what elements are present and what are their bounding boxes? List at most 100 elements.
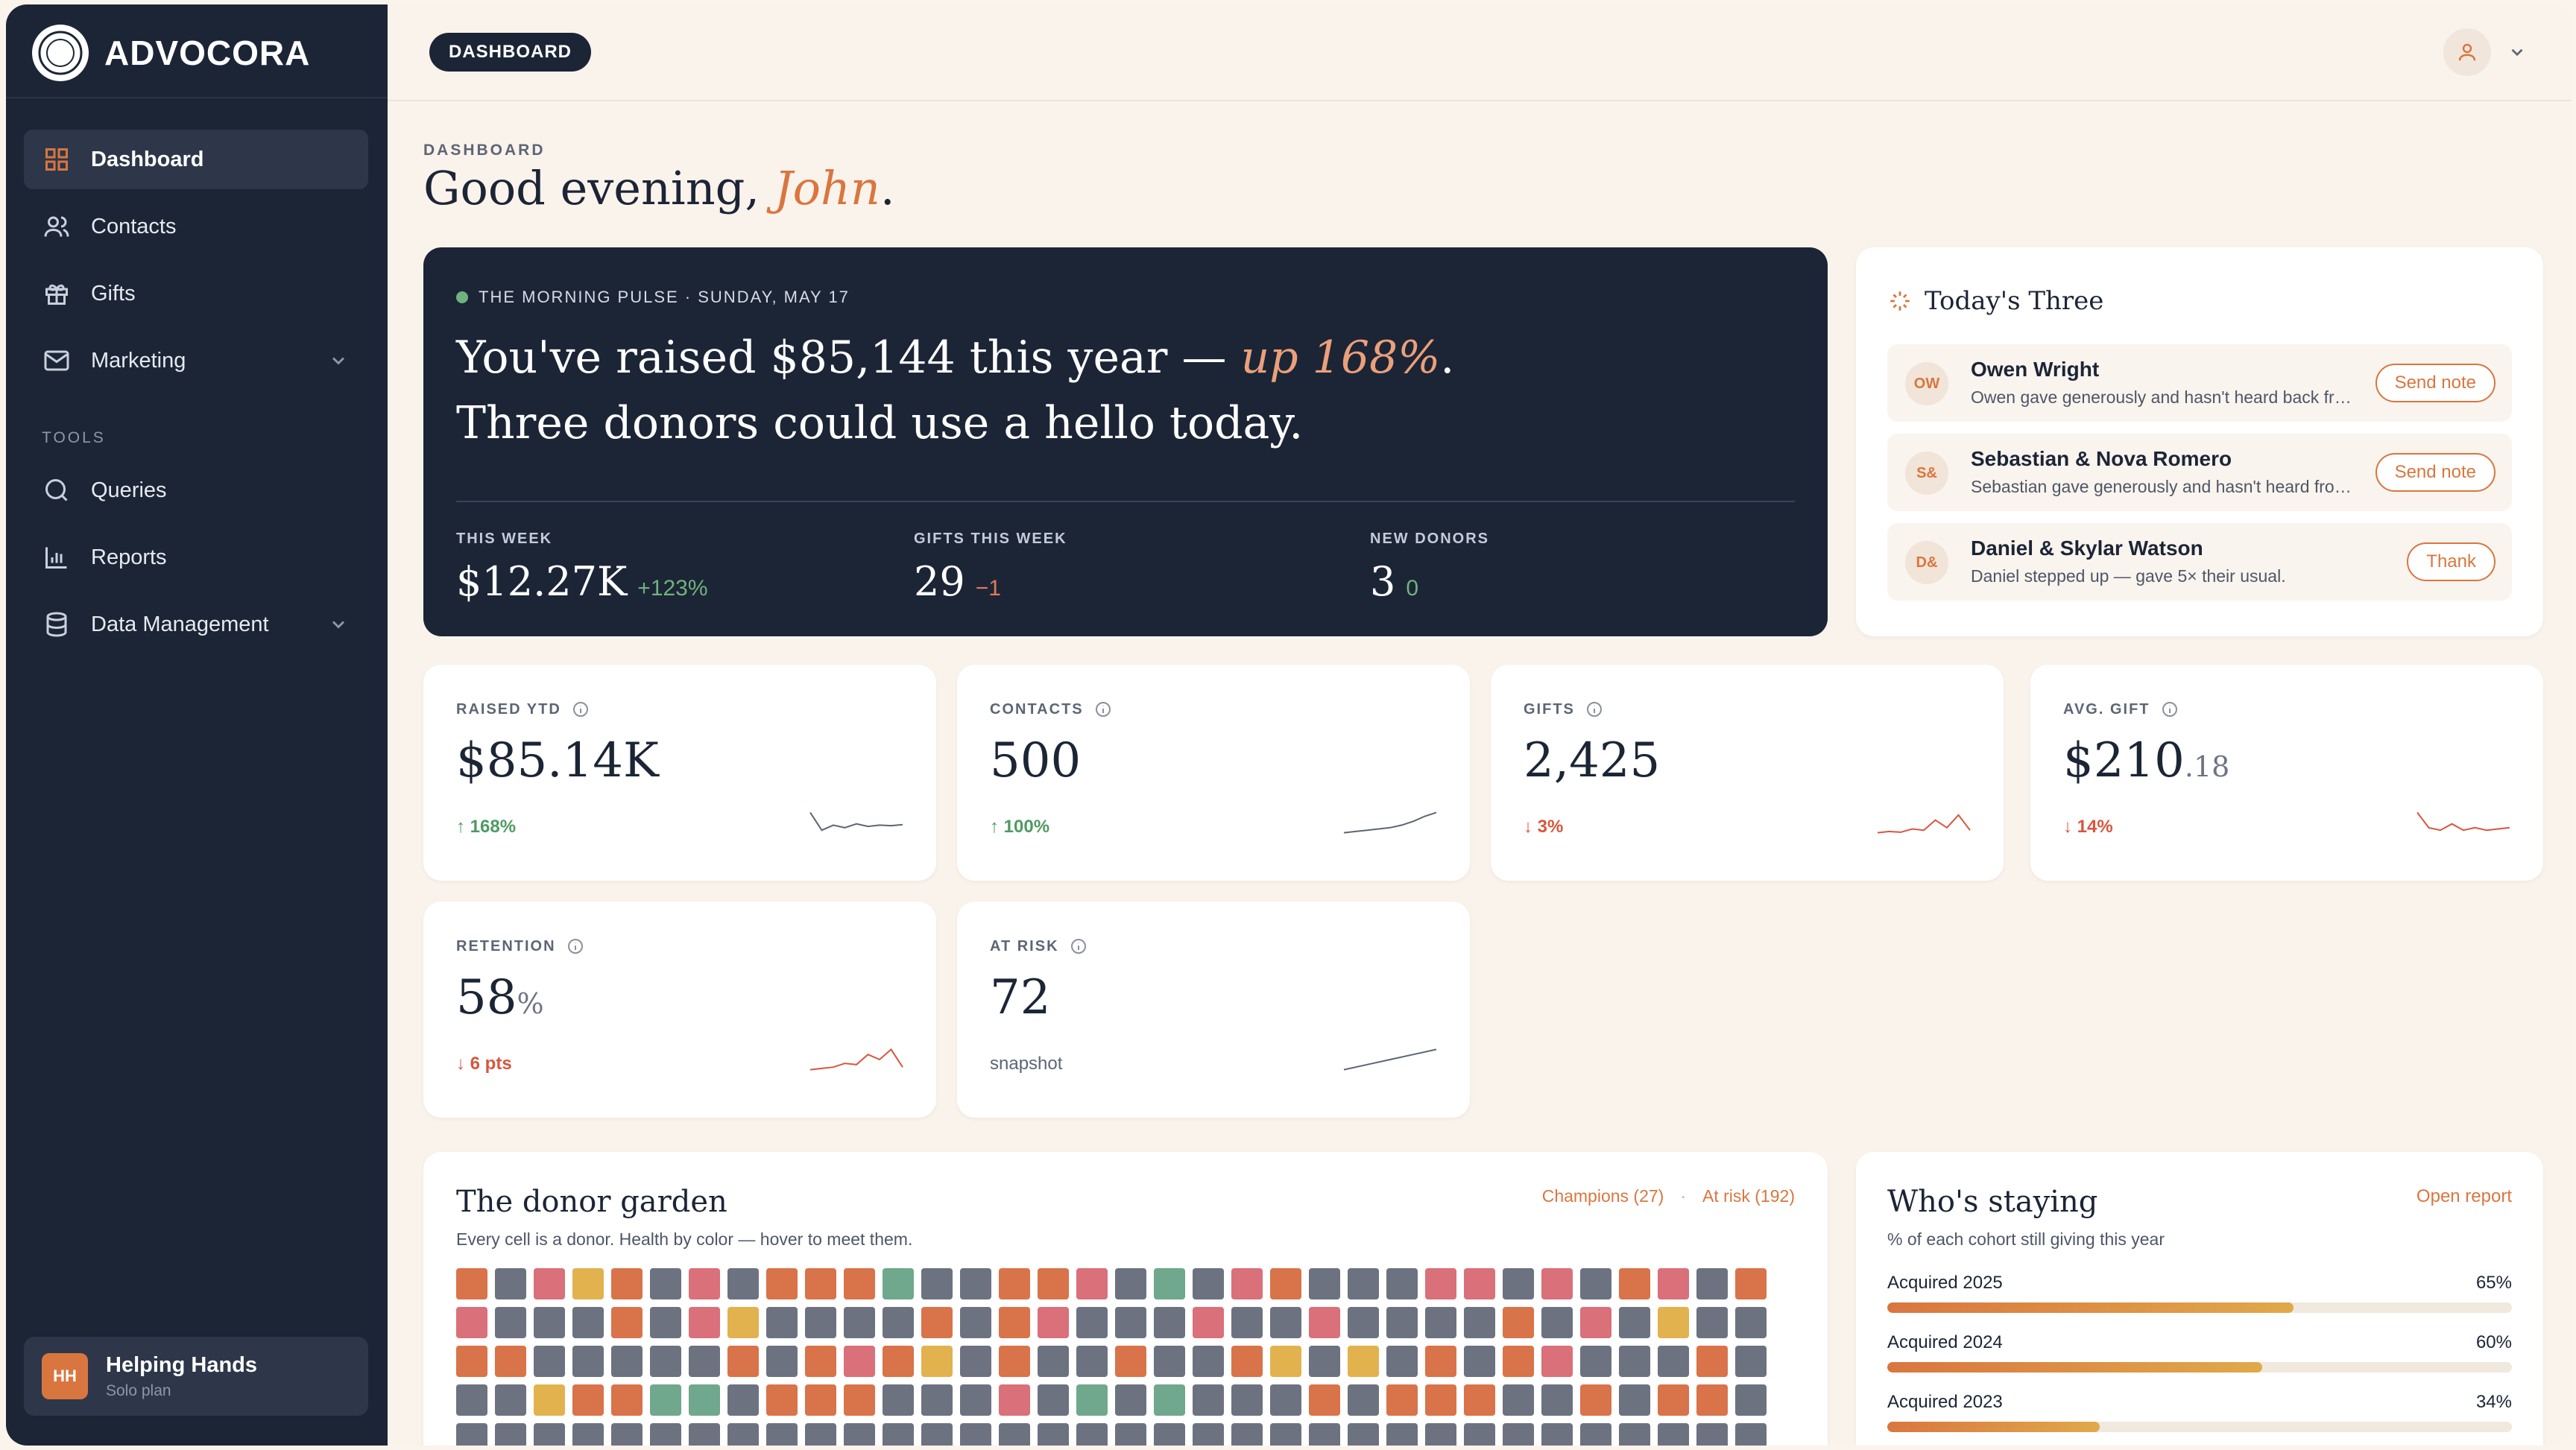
- donor-cell[interactable]: [1619, 1423, 1650, 1446]
- donor-cell[interactable]: [1386, 1384, 1418, 1416]
- donor-cell[interactable]: [727, 1307, 759, 1338]
- donor-cell[interactable]: [1348, 1268, 1379, 1299]
- donor-cell[interactable]: [1076, 1384, 1108, 1416]
- donor-cell[interactable]: [495, 1423, 526, 1446]
- donor-cell[interactable]: [1231, 1384, 1263, 1416]
- donor-cell[interactable]: [1270, 1423, 1301, 1446]
- donor-cell[interactable]: [1231, 1423, 1263, 1446]
- donor-cell[interactable]: [1580, 1268, 1611, 1299]
- kpi-at-risk[interactable]: AT RISK 72 snapshot: [957, 902, 1470, 1118]
- donor-cell[interactable]: [727, 1346, 759, 1377]
- open-report-link[interactable]: Open report: [2416, 1186, 2512, 1206]
- donor-cell[interactable]: [1696, 1307, 1728, 1338]
- donor-cell[interactable]: [1619, 1384, 1650, 1416]
- donor-cell[interactable]: [534, 1423, 565, 1446]
- donor-cell[interactable]: [689, 1423, 720, 1446]
- donor-cell[interactable]: [1154, 1346, 1185, 1377]
- donor-cell[interactable]: [1231, 1307, 1263, 1338]
- donor-cell[interactable]: [1541, 1307, 1573, 1338]
- sidebar-item-marketing[interactable]: Marketing: [24, 331, 368, 390]
- donor-cell[interactable]: [689, 1307, 720, 1338]
- donor-cell[interactable]: [1386, 1423, 1418, 1446]
- donor-cell[interactable]: [766, 1346, 798, 1377]
- donor-cell[interactable]: [805, 1307, 836, 1338]
- donor-cell[interactable]: [999, 1307, 1030, 1338]
- donor-cell[interactable]: [960, 1384, 991, 1416]
- sidebar-item-queries[interactable]: Queries: [24, 460, 368, 520]
- donor-cell[interactable]: [495, 1268, 526, 1299]
- donor-cell[interactable]: [766, 1268, 798, 1299]
- donor-cell[interactable]: [1309, 1307, 1340, 1338]
- donor-cell[interactable]: [883, 1307, 914, 1338]
- donor-cell[interactable]: [495, 1346, 526, 1377]
- kpi-avg-gift[interactable]: AVG. GIFT $210.18 ↓ 14%: [2030, 665, 2543, 881]
- donor-cell[interactable]: [1580, 1346, 1611, 1377]
- donor-cell[interactable]: [1076, 1268, 1108, 1299]
- donor-cell[interactable]: [999, 1384, 1030, 1416]
- donor-cell[interactable]: [1193, 1268, 1224, 1299]
- donor-cell[interactable]: [495, 1384, 526, 1416]
- donor-cell[interactable]: [1270, 1346, 1301, 1377]
- donor-cell[interactable]: [1580, 1384, 1611, 1416]
- chevron-down-icon[interactable]: [2507, 42, 2527, 62]
- user-menu[interactable]: [2443, 28, 2527, 76]
- donor-cell[interactable]: [1425, 1307, 1456, 1338]
- donor-cell[interactable]: [727, 1268, 759, 1299]
- donor-cell[interactable]: [1735, 1384, 1767, 1416]
- donor-cell[interactable]: [1038, 1307, 1069, 1338]
- donor-cell[interactable]: [1270, 1384, 1301, 1416]
- donor-cell[interactable]: [1425, 1423, 1456, 1446]
- donor-cell[interactable]: [1735, 1423, 1767, 1446]
- donor-cell[interactable]: [456, 1423, 487, 1446]
- donor-cell[interactable]: [1541, 1268, 1573, 1299]
- donor-cell[interactable]: [1619, 1268, 1650, 1299]
- donor-cell[interactable]: [1658, 1268, 1689, 1299]
- donor-cell[interactable]: [650, 1268, 681, 1299]
- donor-cell[interactable]: [727, 1384, 759, 1416]
- donor-cell[interactable]: [1658, 1307, 1689, 1338]
- donor-cell[interactable]: [1348, 1384, 1379, 1416]
- donor-cell[interactable]: [1115, 1423, 1146, 1446]
- donor-cell[interactable]: [572, 1423, 604, 1446]
- list-item[interactable]: OW Owen Wright Owen gave generously and …: [1887, 344, 2512, 422]
- donor-cell[interactable]: [611, 1307, 643, 1338]
- donor-cell[interactable]: [844, 1346, 875, 1377]
- donor-cell[interactable]: [1619, 1346, 1650, 1377]
- kpi-retention[interactable]: RETENTION 58% ↓ 6 pts: [423, 902, 936, 1118]
- donor-cell[interactable]: [1348, 1346, 1379, 1377]
- donor-cell[interactable]: [960, 1423, 991, 1446]
- donor-cell[interactable]: [1154, 1384, 1185, 1416]
- sidebar-item-gifts[interactable]: Gifts: [24, 264, 368, 323]
- donor-cell[interactable]: [456, 1268, 487, 1299]
- donor-cell[interactable]: [1425, 1384, 1456, 1416]
- donor-cell[interactable]: [921, 1346, 953, 1377]
- donor-cell[interactable]: [650, 1384, 681, 1416]
- donor-cell[interactable]: [999, 1423, 1030, 1446]
- donor-cell[interactable]: [1309, 1268, 1340, 1299]
- donor-cell[interactable]: [456, 1384, 487, 1416]
- donor-cell[interactable]: [1464, 1346, 1495, 1377]
- donor-cell[interactable]: [1076, 1307, 1108, 1338]
- donor-cell[interactable]: [1580, 1423, 1611, 1446]
- donor-cell[interactable]: [611, 1384, 643, 1416]
- donor-cell[interactable]: [1038, 1384, 1069, 1416]
- info-icon[interactable]: [566, 937, 584, 955]
- donor-cell[interactable]: [689, 1268, 720, 1299]
- donor-cell[interactable]: [572, 1384, 604, 1416]
- donor-cell[interactable]: [1270, 1307, 1301, 1338]
- donor-cell[interactable]: [1464, 1307, 1495, 1338]
- donor-cell[interactable]: [1464, 1384, 1495, 1416]
- donor-cell[interactable]: [1231, 1346, 1263, 1377]
- donor-cell[interactable]: [727, 1423, 759, 1446]
- donor-cell[interactable]: [883, 1346, 914, 1377]
- donor-cell[interactable]: [1541, 1384, 1573, 1416]
- donor-cell[interactable]: [1309, 1346, 1340, 1377]
- donor-cell[interactable]: [844, 1268, 875, 1299]
- donor-cell[interactable]: [805, 1384, 836, 1416]
- donor-cell[interactable]: [883, 1423, 914, 1446]
- donor-cell[interactable]: [650, 1423, 681, 1446]
- donor-cell[interactable]: [1464, 1268, 1495, 1299]
- donor-cell[interactable]: [495, 1307, 526, 1338]
- donor-cell[interactable]: [650, 1307, 681, 1338]
- chevron-down-icon[interactable]: [328, 350, 349, 371]
